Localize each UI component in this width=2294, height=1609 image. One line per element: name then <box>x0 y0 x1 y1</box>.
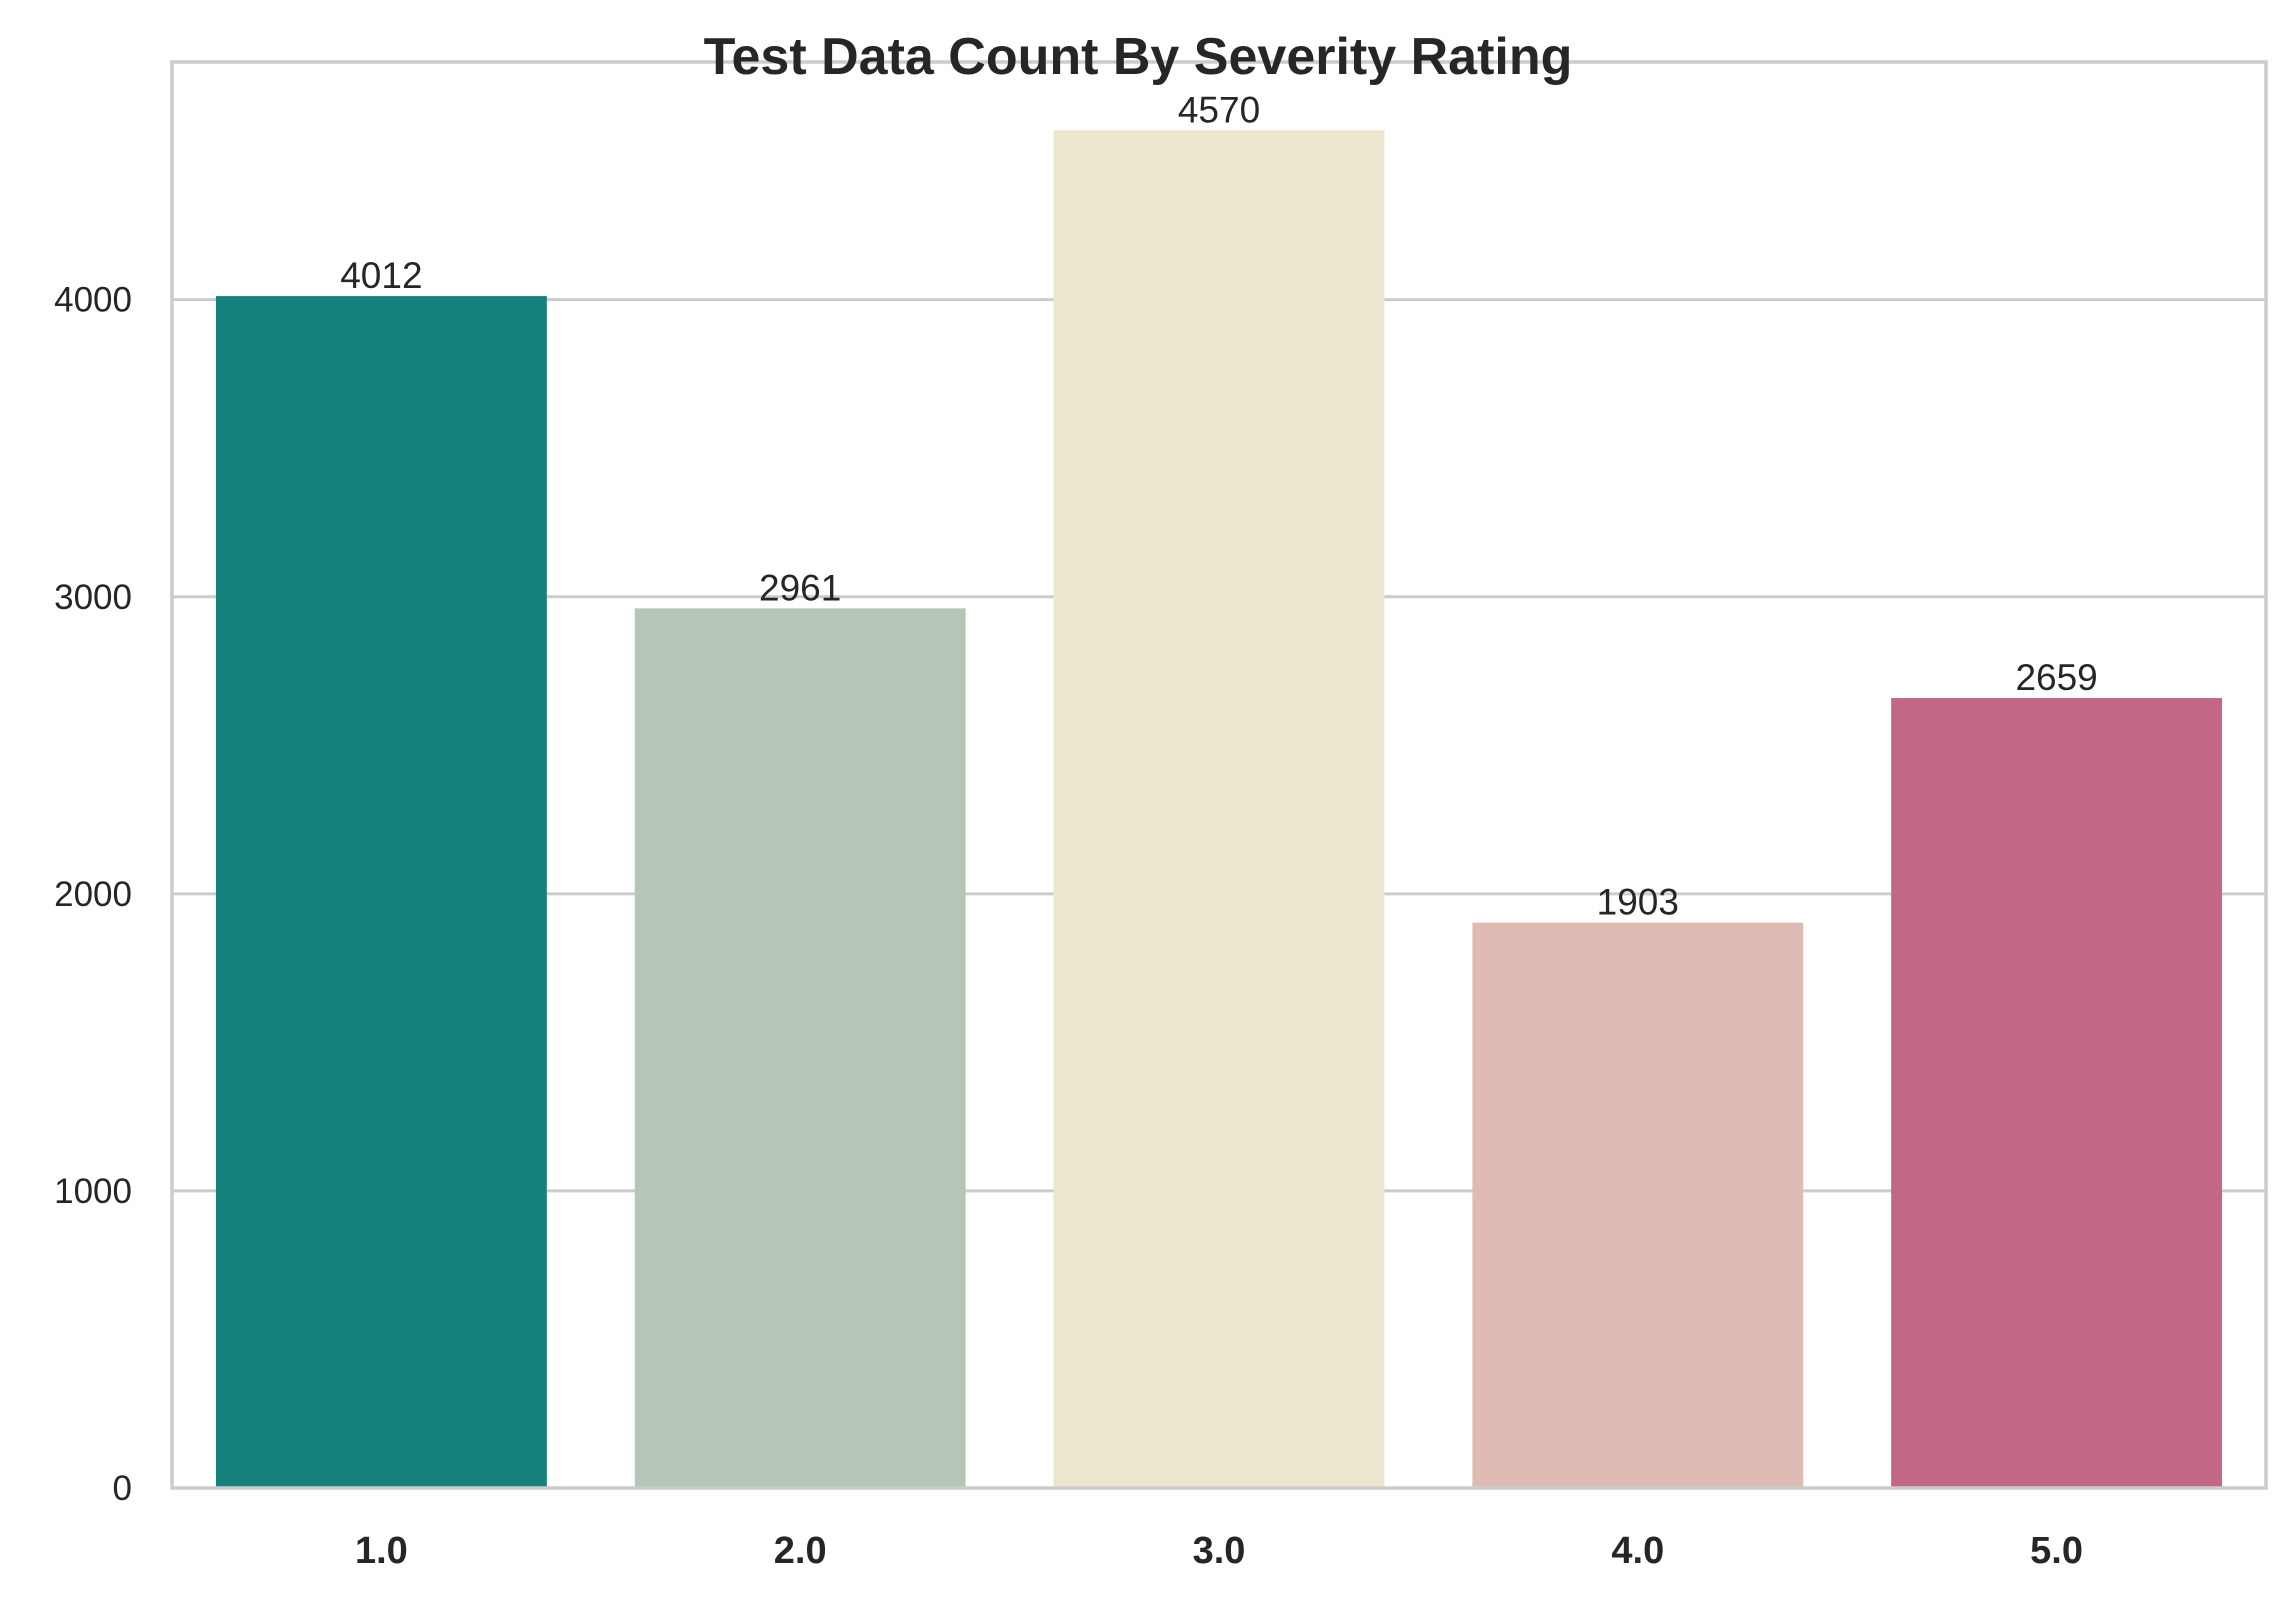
data-label-3.0: 4570 <box>1178 89 1260 130</box>
x-axis-ticks: 1.0 2.0 3.0 4.0 5.0 <box>355 1530 2083 1572</box>
y-axis-ticks: 0 1000 2000 3000 4000 <box>54 281 132 1508</box>
bar-4.0 <box>1472 922 1804 1488</box>
bar-3.0 <box>1053 130 1385 1489</box>
x-tick-label-5.0: 5.0 <box>2030 1530 2083 1572</box>
data-label-1.0: 4012 <box>340 255 422 296</box>
data-labels: 4012 2961 4570 1903 2659 <box>340 89 2098 922</box>
chart-title: Test Data Count By Severity Rating <box>704 28 1573 86</box>
plot-frame <box>170 60 2268 1490</box>
x-tick-label-4.0: 4.0 <box>1611 1530 1664 1572</box>
bar-5.0 <box>1891 698 2223 1488</box>
data-label-4.0: 1903 <box>1597 882 1679 923</box>
y-tick-label-0: 0 <box>113 1469 132 1508</box>
y-tick-label-4000: 4000 <box>54 281 132 320</box>
bar-2.0 <box>634 608 966 1488</box>
data-label-5.0: 2659 <box>2015 657 2097 698</box>
x-tick-label-1.0: 1.0 <box>355 1530 408 1572</box>
y-tick-label-1000: 1000 <box>54 1172 132 1211</box>
y-tick-label-3000: 3000 <box>54 578 132 617</box>
x-tick-label-2.0: 2.0 <box>774 1530 827 1572</box>
bar-1.0 <box>215 296 547 1488</box>
data-label-2.0: 2961 <box>759 567 841 608</box>
bars <box>215 130 2223 1489</box>
y-tick-label-2000: 2000 <box>54 875 132 914</box>
x-tick-label-3.0: 3.0 <box>1193 1530 1246 1572</box>
